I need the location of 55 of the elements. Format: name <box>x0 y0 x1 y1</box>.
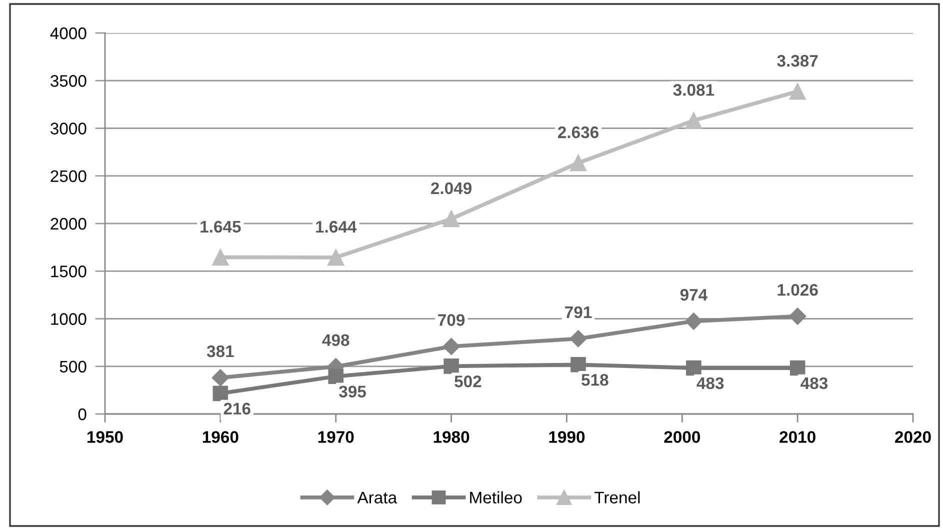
data-label: 502 <box>454 376 482 388</box>
point <box>212 386 228 402</box>
point <box>328 249 344 266</box>
x-tick-label: 1970 <box>318 431 354 443</box>
point <box>789 83 806 100</box>
y-tick-label: 4000 <box>50 27 86 40</box>
data-label: 2.049 <box>431 182 472 194</box>
data-label: 1.645 <box>200 220 241 233</box>
point <box>212 369 229 386</box>
y-tick-label: 1000 <box>51 313 86 325</box>
y-tick-label: 2000 <box>50 218 86 230</box>
point <box>570 154 587 172</box>
data-label: 2.636 <box>558 126 599 138</box>
x-tick-label: 1950 <box>88 431 123 443</box>
point <box>212 248 229 266</box>
data-label: 498 <box>322 334 350 346</box>
data-label: 3.387 <box>777 54 818 67</box>
x-tick-label: 1960 <box>202 431 238 443</box>
data-label: 518 <box>582 374 608 386</box>
data-label: 381 <box>206 345 234 358</box>
y-tick-label: 0 <box>78 408 86 420</box>
data-label: 1.644 <box>316 220 357 233</box>
point <box>685 312 702 330</box>
y-tick-label: 500 <box>60 360 86 373</box>
y-tick-label: 3000 <box>50 122 86 134</box>
point <box>789 308 806 325</box>
x-tick-label: 1990 <box>549 431 585 443</box>
x-tick-label: 2020 <box>895 431 931 443</box>
point <box>570 330 587 348</box>
data-label: 791 <box>565 306 592 318</box>
point <box>442 338 460 356</box>
data-label: 1.026 <box>778 284 818 296</box>
data-label: 483 <box>696 377 724 390</box>
legend-label: Metileo <box>470 491 522 504</box>
data-label: 709 <box>438 314 465 326</box>
y-tick-label: 3500 <box>50 75 86 87</box>
y-tick-label: 2500 <box>50 170 86 182</box>
legend-label: Trenel <box>594 491 640 504</box>
point <box>444 358 459 374</box>
point <box>442 210 460 228</box>
point <box>790 360 806 376</box>
data-label: 483 <box>800 377 828 390</box>
x-tick-label: 2010 <box>780 431 816 443</box>
point <box>685 112 702 129</box>
legend-label: Arata <box>357 492 398 504</box>
y-tick-label: 1500 <box>51 266 86 278</box>
data-label: 974 <box>680 288 708 301</box>
data-label: 3.081 <box>673 84 714 96</box>
data-label: 395 <box>339 386 366 398</box>
x-tick-label: 1980 <box>434 431 470 443</box>
x-tick-label: 2000 <box>664 431 700 443</box>
point <box>570 357 586 372</box>
point <box>328 368 344 384</box>
data-label: 216 <box>224 402 250 415</box>
point <box>686 360 702 376</box>
